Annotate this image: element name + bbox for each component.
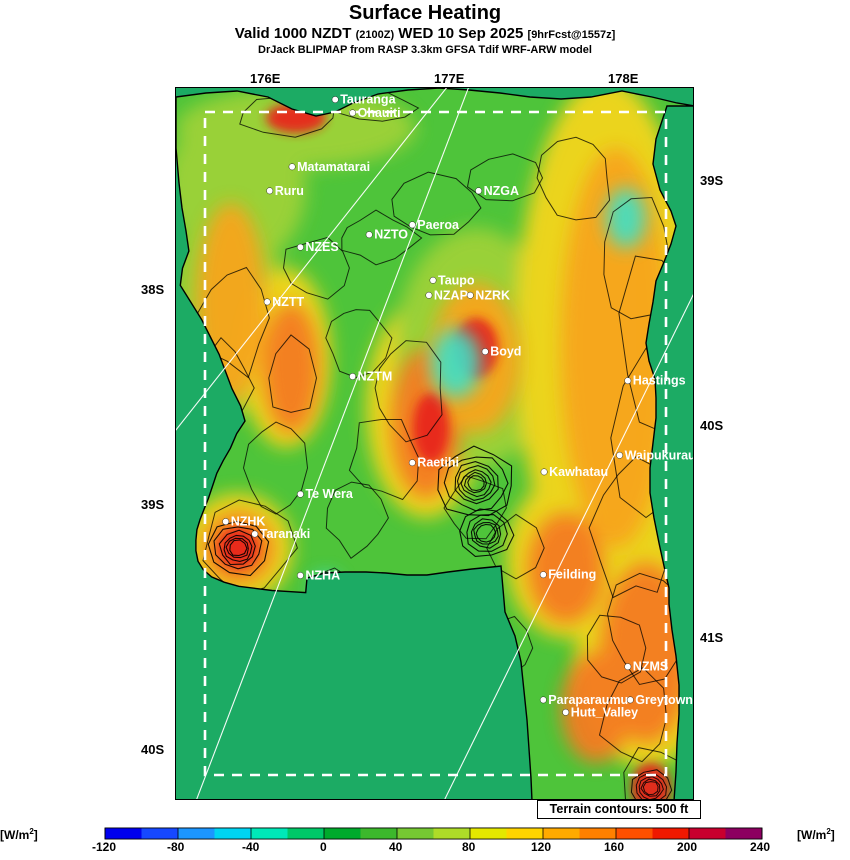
svg-text:NZMS: NZMS [633, 660, 668, 674]
svg-text:Taupo: Taupo [438, 273, 475, 287]
svg-text:NZTO: NZTO [374, 228, 408, 242]
svg-text:Ohauiti: Ohauiti [358, 106, 401, 120]
svg-text:Waipukurau: Waipukurau [625, 448, 694, 462]
svg-text:Hastings: Hastings [633, 374, 686, 388]
svg-text:NZAP: NZAP [434, 288, 468, 302]
svg-text:NZHA: NZHA [305, 569, 340, 583]
svg-text:Taranaki: Taranaki [260, 527, 311, 541]
svg-text:NZTM: NZTM [358, 370, 393, 384]
svg-text:Te Wera: Te Wera [305, 487, 354, 501]
svg-text:Feilding: Feilding [548, 568, 596, 582]
svg-text:NZES: NZES [305, 240, 338, 254]
svg-text:Matamatarai: Matamatarai [297, 160, 370, 174]
svg-text:Kawhatau: Kawhatau [549, 465, 608, 479]
svg-text:NZGA: NZGA [484, 184, 519, 198]
svg-text:Hutt_Valley: Hutt_Valley [571, 705, 638, 719]
svg-text:Ruru: Ruru [275, 184, 304, 198]
svg-text:Paeroa: Paeroa [417, 218, 460, 232]
svg-text:NZRK: NZRK [475, 288, 510, 302]
svg-text:Greytown: Greytown [635, 693, 693, 707]
svg-text:NZTT: NZTT [272, 295, 304, 309]
svg-text:Boyd: Boyd [490, 345, 521, 359]
svg-text:Tauranga: Tauranga [340, 93, 396, 107]
svg-text:Raetihi: Raetihi [417, 456, 459, 470]
